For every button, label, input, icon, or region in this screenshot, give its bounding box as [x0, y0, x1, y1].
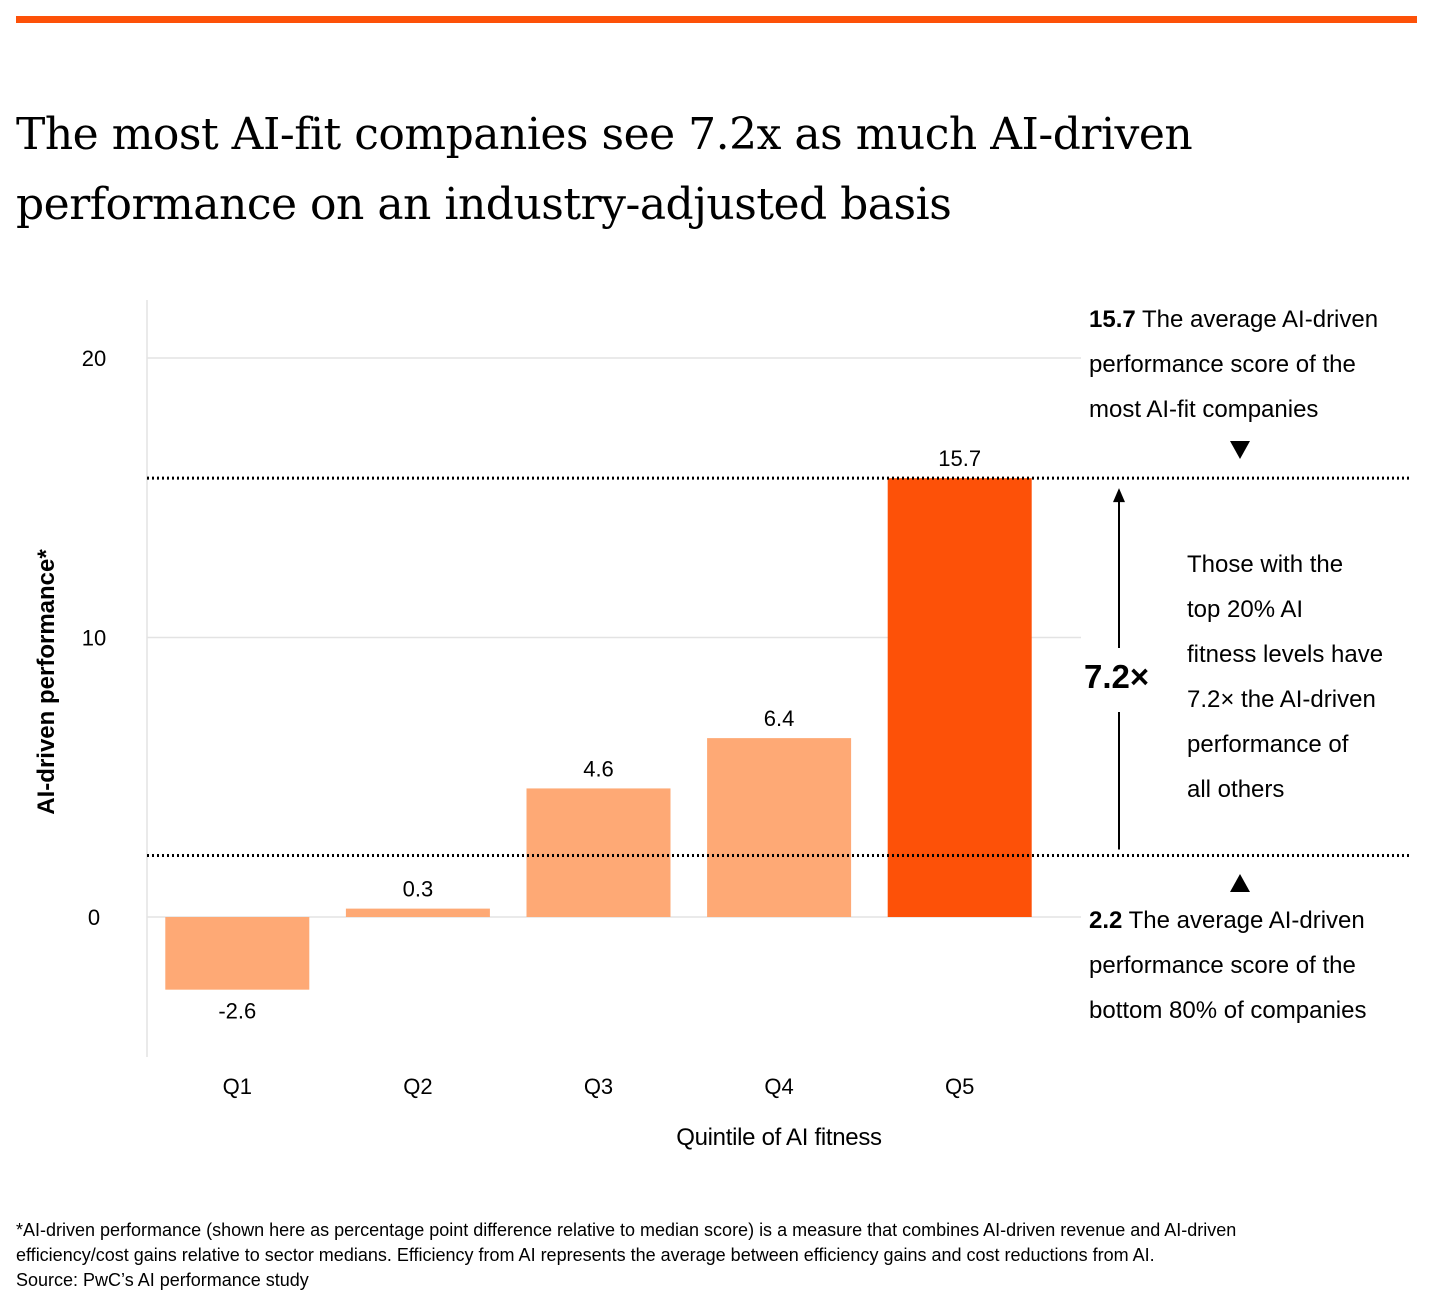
x-tick-label: Q4	[764, 1074, 793, 1099]
annotation-bottom-line-1: 2.2 The average AI-driven	[1089, 898, 1367, 943]
annotation-top-line-3: most AI-fit companies	[1089, 396, 1319, 423]
bar-q3	[526, 788, 671, 917]
x-tick-label: Q3	[584, 1074, 613, 1099]
chart-title-line-2: performance on an industry-adjusted basi…	[16, 179, 952, 230]
annotation-bottom-line-3: bottom 80% of companies	[1089, 997, 1367, 1024]
bar-value-label: 15.7	[938, 446, 981, 471]
annotation-middle-line-5: performance of	[1187, 731, 1349, 758]
annotation-middle-line-2: top 20% AI	[1187, 596, 1304, 623]
chart-title: The most AI-fit companies see 7.2x as mu…	[16, 100, 1406, 240]
footnote-line-2: efficiency/cost gains relative to sector…	[16, 1245, 1155, 1265]
annotation-arrows	[1113, 441, 1250, 892]
annotation-top: 15.7 The average AI-driven performance s…	[1089, 297, 1378, 432]
bar-value-label: 6.4	[764, 706, 795, 731]
footnote: *AI-driven performance (shown here as pe…	[16, 1218, 1426, 1293]
x-axis-title: Quintile of AI fitness	[676, 1124, 882, 1151]
bars	[165, 478, 1032, 990]
top-accent-rule	[16, 16, 1417, 23]
annotation-middle-line-3: fitness levels have	[1187, 641, 1384, 668]
x-tick-label: Q1	[223, 1074, 252, 1099]
y-tick-label: 0	[88, 905, 100, 930]
down-triangle-icon	[1230, 441, 1250, 459]
bar-q1	[165, 917, 310, 990]
y-tick-label: 20	[82, 346, 106, 371]
labels: 0 10 20 -2.6 Q1 0.3 Q2 4.6 Q3 6.4 Q4 15.7 Q5 Quintile…	[33, 346, 981, 1151]
annotation-bottom: 2.2 The average AI-driven performance sc…	[1089, 898, 1367, 1033]
bar-value-label: 4.6	[583, 756, 614, 781]
up-triangle-icon	[1230, 874, 1250, 892]
annotation-top-text-1: The average AI-driven	[1135, 306, 1379, 333]
footnote-line-3: Source: PwC’s AI performance study	[16, 1270, 309, 1290]
bar-value-label: 0.3	[403, 877, 434, 902]
bar-q2	[345, 908, 490, 917]
annotation-middle-line-1: Those with the	[1187, 551, 1344, 578]
annotation-bottom-value: 2.2	[1089, 907, 1123, 934]
chart-title-line-1: The most AI-fit companies see 7.2x as mu…	[16, 109, 1193, 160]
footnote-line-1: *AI-driven performance (shown here as pe…	[16, 1220, 1237, 1240]
bar-q4	[707, 738, 852, 917]
reference-lines	[147, 476, 1410, 858]
bar-value-label: -2.6	[218, 999, 256, 1024]
annotation-bottom-line-2: performance score of the	[1089, 952, 1356, 979]
annotation-top-value: 15.7	[1089, 306, 1136, 333]
multiplier-label: 7.2×	[1084, 658, 1150, 695]
annotation-top-line-1: 15.7 The average AI-driven	[1089, 297, 1378, 342]
bar-q5	[887, 478, 1032, 917]
arrow-up-icon	[1113, 488, 1125, 503]
x-tick-label: Q2	[403, 1074, 432, 1099]
annotation-middle-line-4: 7.2× the AI-driven	[1187, 686, 1376, 713]
annotation-bottom-text-1: The average AI-driven	[1122, 907, 1365, 934]
annotation-middle-line-6: all others	[1187, 776, 1285, 803]
x-tick-label: Q5	[945, 1074, 974, 1099]
y-tick-label: 10	[82, 626, 106, 651]
y-axis-title: AI-driven performance*	[33, 549, 60, 815]
annotation-middle: Those with the top 20% AI fitness levels…	[1187, 542, 1383, 812]
annotation-top-line-2: performance score of the	[1089, 351, 1356, 378]
